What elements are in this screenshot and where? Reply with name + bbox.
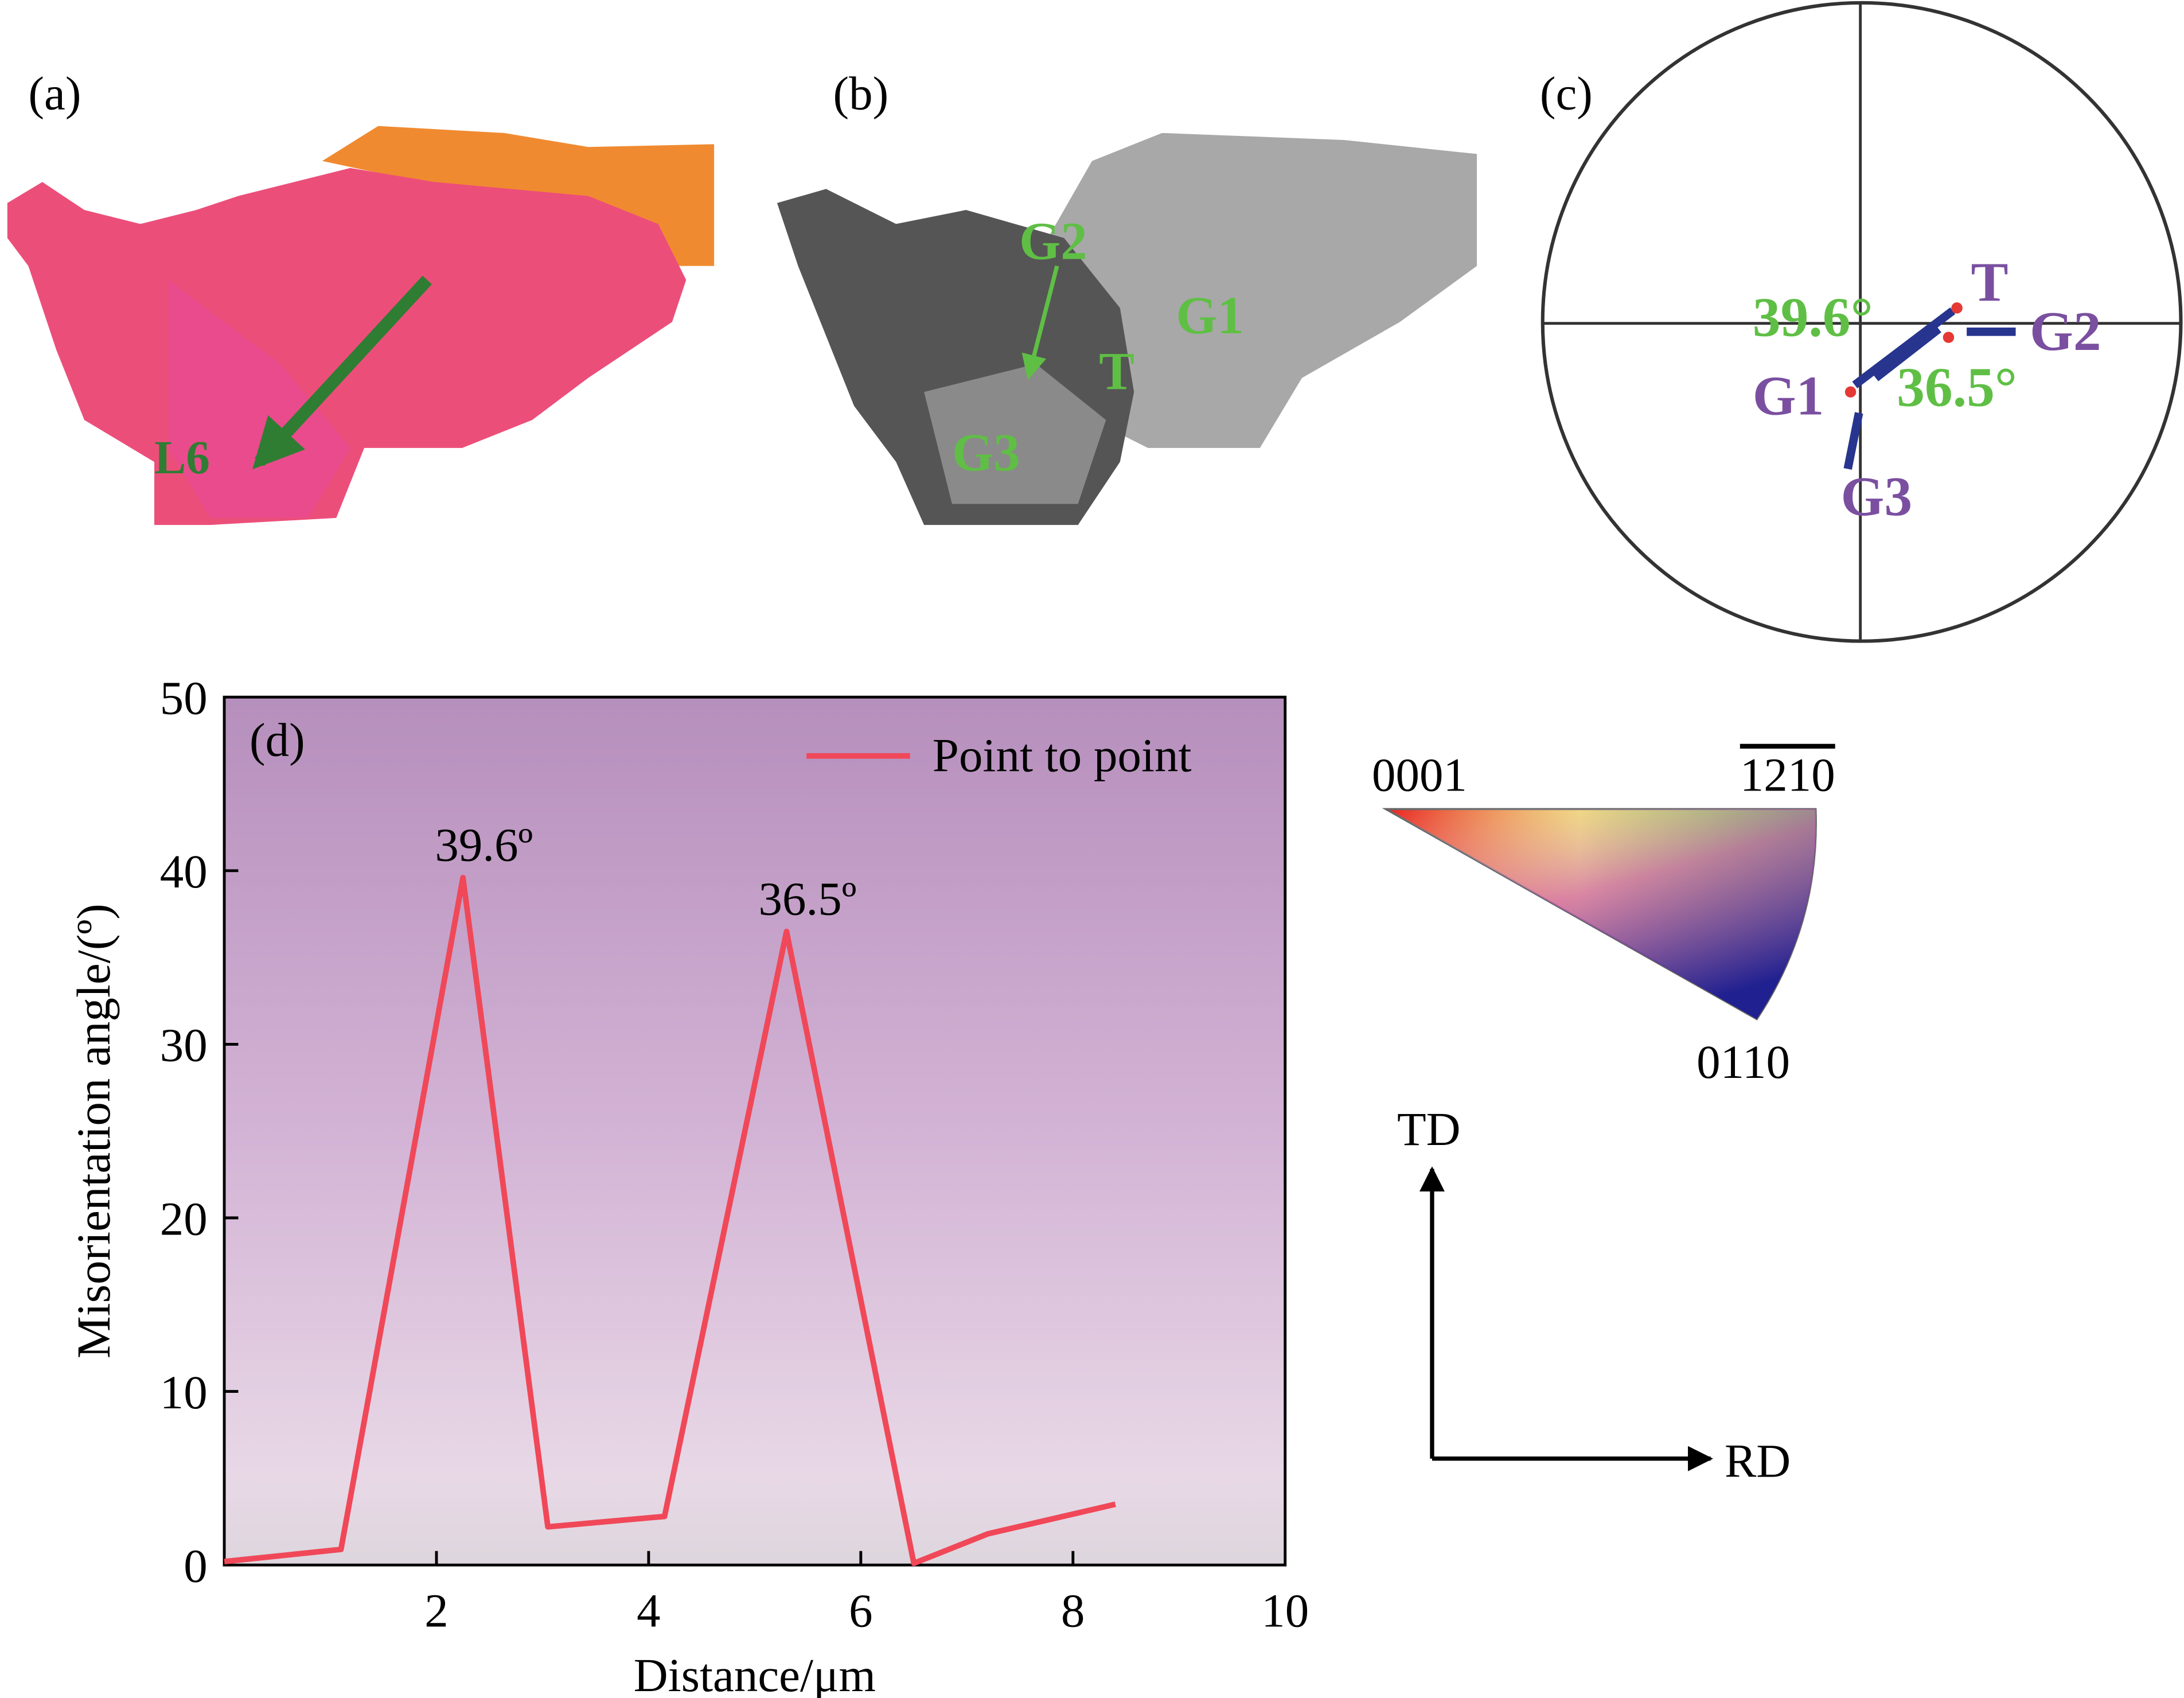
grain-label-g3: G3 bbox=[952, 423, 1020, 482]
y-tick-label: 50 bbox=[160, 672, 208, 725]
panel-a-label: (a) bbox=[28, 67, 81, 119]
line-label: L6 bbox=[154, 431, 210, 484]
panel-c-pole-figure: (c) 39.6° 36.5° T G2 G1 G3 bbox=[1540, 1, 2183, 643]
series-line-point-to-point bbox=[224, 875, 1116, 1567]
panel-b-grayscale-map: (b) G2 G1 T G3 bbox=[777, 67, 1477, 525]
x-axis-label: Distance/μm bbox=[634, 1649, 876, 1698]
x-tick-label: 2 bbox=[424, 1584, 448, 1637]
x-tick-label: 6 bbox=[849, 1584, 872, 1637]
y-tick-label: 10 bbox=[160, 1366, 208, 1419]
ipf-corner-0110: 0110 bbox=[1696, 1035, 1790, 1088]
x-tick-label: 10 bbox=[1261, 1584, 1309, 1637]
point-label-t: T bbox=[1971, 252, 2008, 314]
grain-label-g1: G1 bbox=[1176, 286, 1243, 345]
misorientation-chart: (d) Point to point 2 4 6 8 10 0 10 20 30 40 50 39.… bbox=[67, 672, 1309, 1698]
y-tick-label: 20 bbox=[160, 1192, 208, 1245]
line-profile-arrow-b bbox=[1021, 265, 1059, 380]
ipf-color-key: 0001 1210 0110 bbox=[1372, 749, 1835, 1088]
point-label-g2: G2 bbox=[2030, 301, 2101, 363]
angle-label-36-5: 36.5° bbox=[1897, 357, 2017, 419]
panel-d-label: (d) bbox=[249, 714, 305, 766]
panel-a-orientation-map: (a) L6 bbox=[7, 67, 715, 525]
angle-label-39-6: 39.6° bbox=[1753, 287, 1873, 349]
td-label: TD bbox=[1397, 1103, 1461, 1155]
y-axis-label: Misorientation angle/(º) bbox=[67, 903, 120, 1358]
legend-label: Point to point bbox=[933, 729, 1192, 782]
point-label-g3: G3 bbox=[1841, 466, 1913, 528]
grain-label-t: T bbox=[1099, 342, 1134, 401]
line-profile-arrow bbox=[252, 275, 432, 470]
ipf-corner-0001: 0001 bbox=[1372, 749, 1467, 801]
point-label-g1: G1 bbox=[1753, 365, 1824, 427]
rotation-arrows bbox=[1843, 307, 2016, 470]
plot-area bbox=[223, 695, 1287, 1567]
y-tick-label: 30 bbox=[160, 1019, 208, 1072]
panel-b-label: (b) bbox=[833, 67, 889, 119]
peak-annotation: 39.6º bbox=[435, 819, 533, 871]
x-tick-label: 8 bbox=[1061, 1584, 1085, 1637]
sample-axes: TD RD bbox=[1397, 1103, 1791, 1487]
panel-c-label: (c) bbox=[1540, 67, 1593, 119]
grain-label-g2: G2 bbox=[1019, 212, 1087, 271]
y-tick-label: 0 bbox=[184, 1539, 207, 1592]
rd-label: RD bbox=[1725, 1434, 1791, 1487]
y-tick-label: 40 bbox=[160, 845, 208, 898]
x-tick-label: 4 bbox=[637, 1584, 660, 1637]
ipf-corner-1210: 1210 bbox=[1740, 749, 1835, 801]
peak-annotation: 36.5º bbox=[759, 872, 857, 925]
